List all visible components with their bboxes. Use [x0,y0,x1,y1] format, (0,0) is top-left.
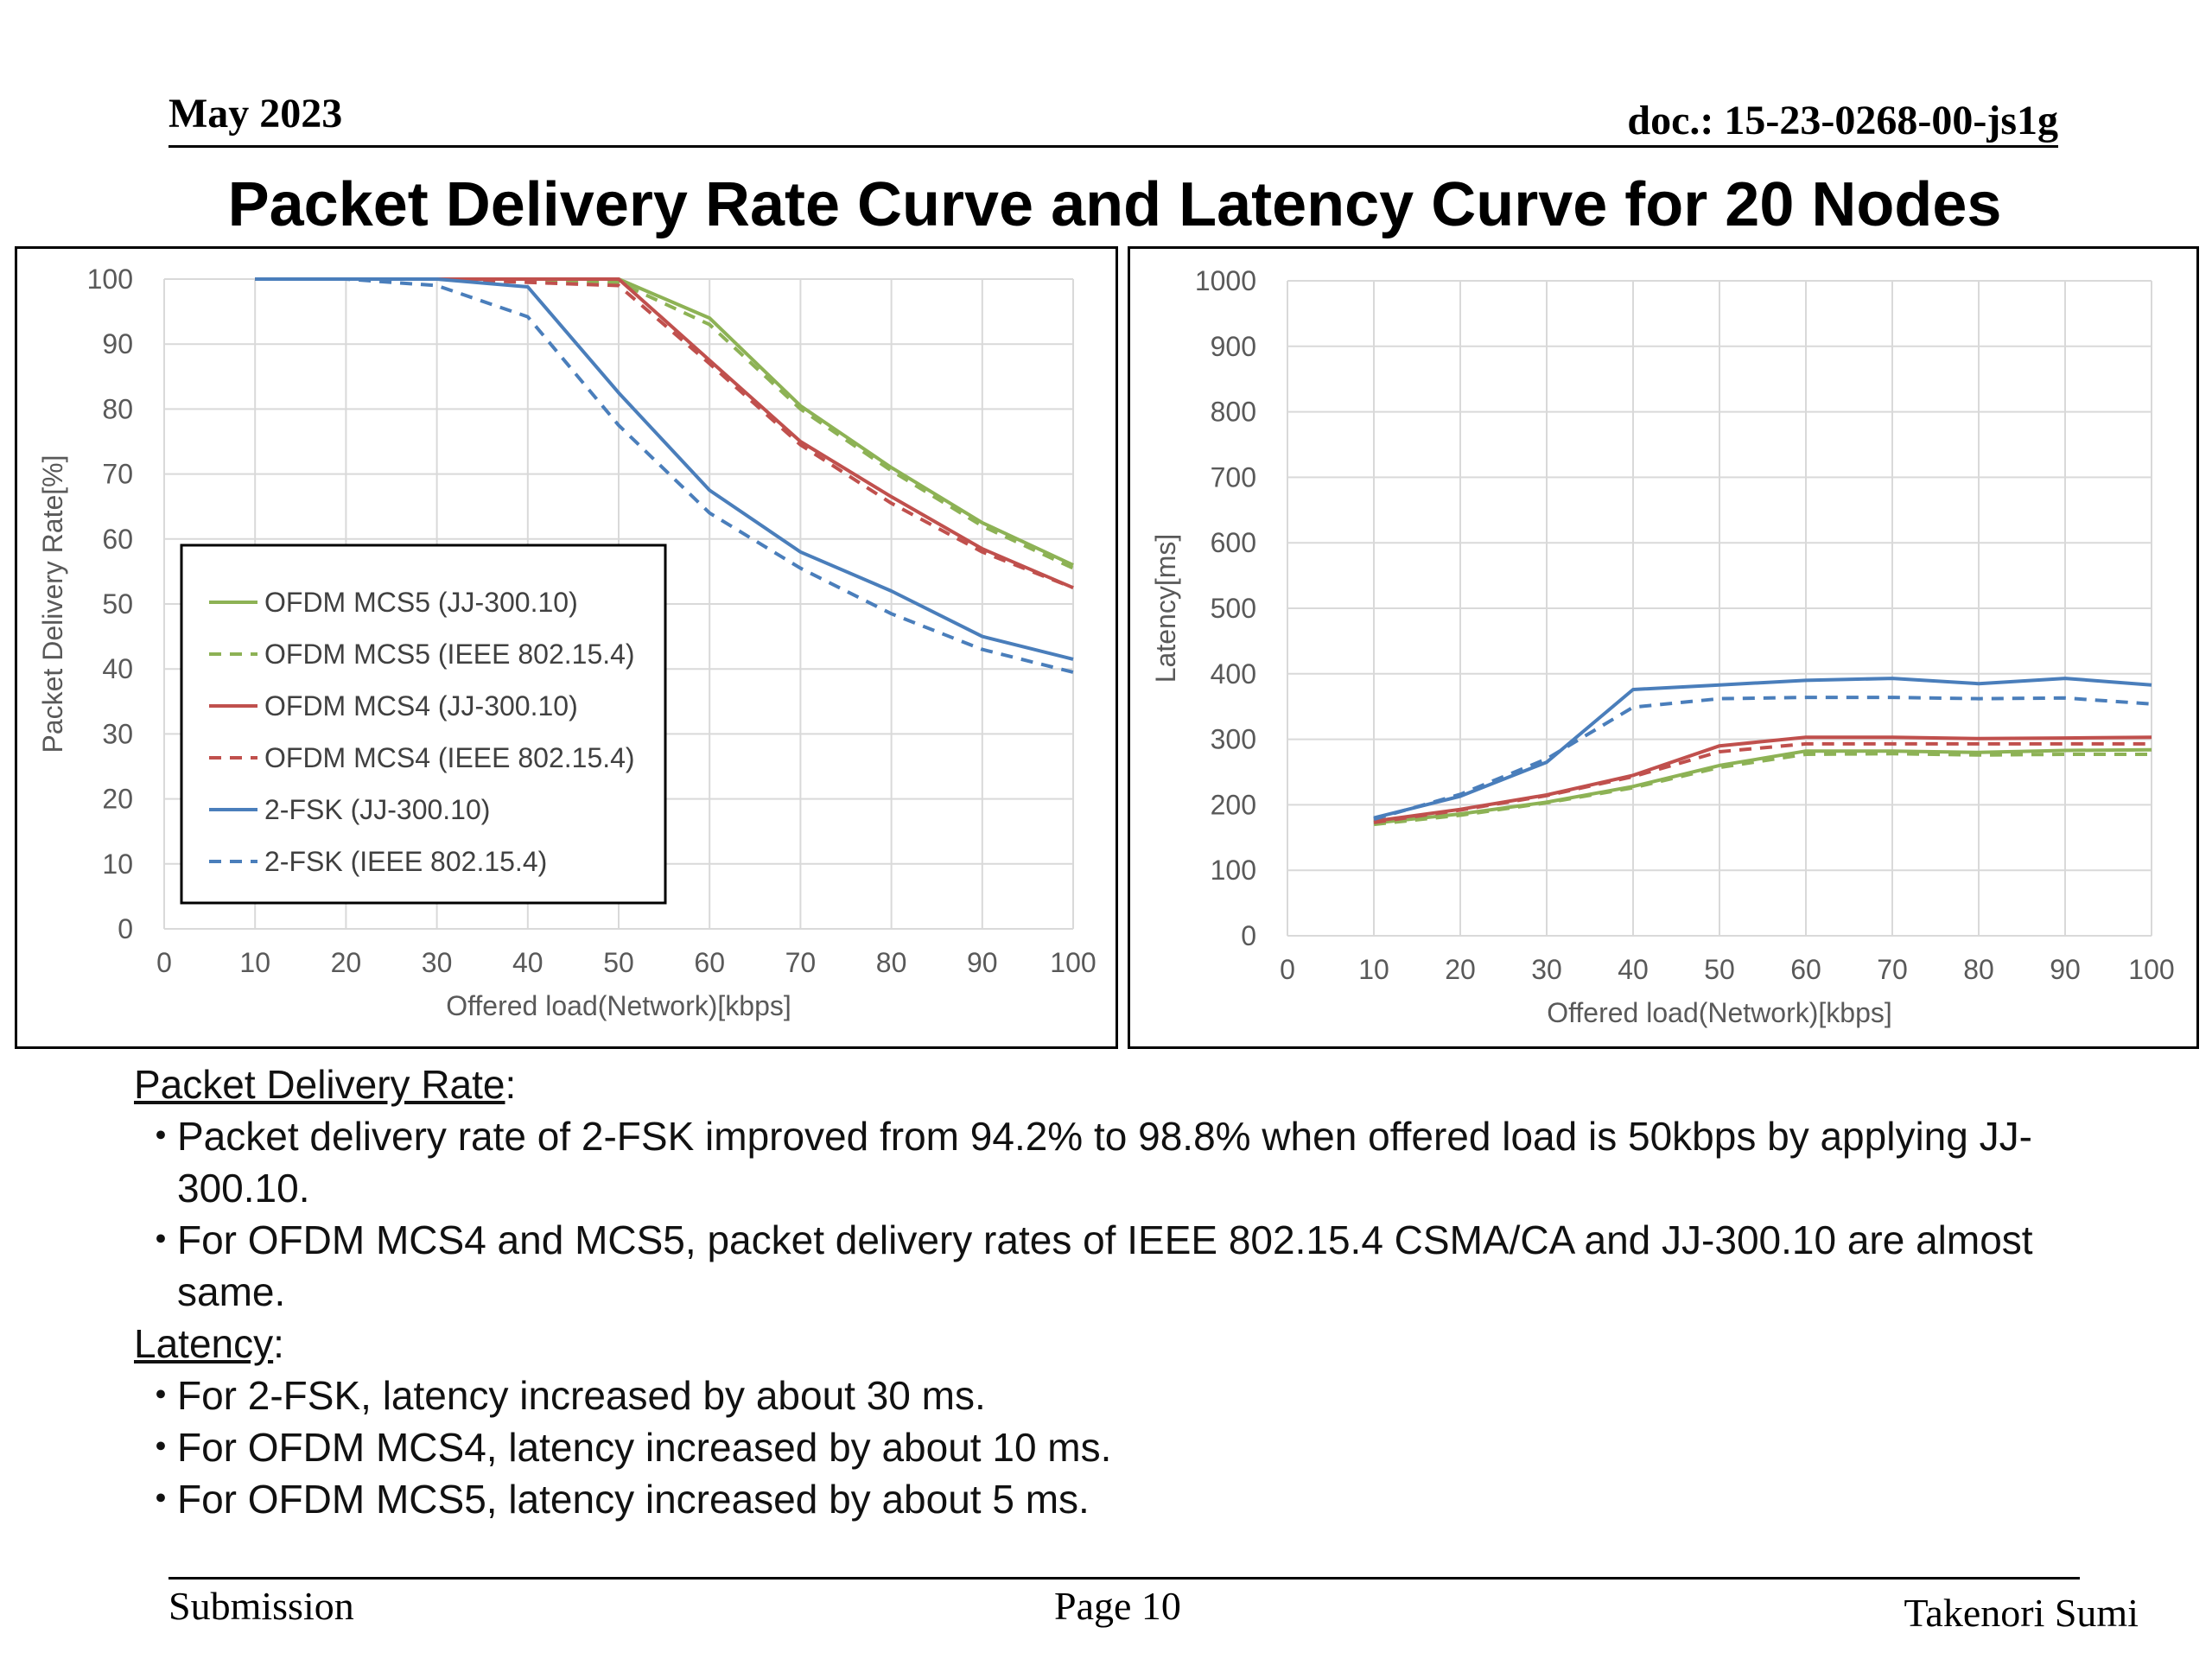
chart1-series-line-series-6 [1373,696,2152,822]
chart0-y-tick-label: 20 [102,784,133,815]
chart1-y-tick-label: 800 [1211,397,1256,428]
section-heading-colon: : [505,1062,517,1107]
chart1-x-tick-label: 40 [1618,954,1649,985]
chart1-y-tick-label: 400 [1211,658,1256,690]
bullet-dot-icon: ・ [141,1425,181,1470]
chart0-y-tick-label: 0 [118,913,133,944]
chart1-series-line-series-5 [1373,677,2152,820]
chart0-x-tick-label: 10 [239,947,270,978]
header-doc-id: doc.: 15-23-0268-00-js1g [1627,98,2058,143]
chart0-x-axis-label: Offered load(Network)[kbps] [446,990,791,1021]
chart1-x-tick-label: 20 [1445,954,1476,985]
bullet-text: For 2-FSK, latency increased by about 30… [177,1373,986,1418]
chart0-x-tick-label: 50 [603,947,634,978]
chart1-series-line-series-4 [1373,741,2152,824]
bullet-item: ・ For OFDM MCS5, latency increased by abo… [134,1473,2121,1525]
chart0-y-tick-label: 40 [102,653,133,684]
chart0-y-tick-label: 10 [102,849,133,880]
section-heading: Packet Delivery Rate: [134,1058,2121,1110]
bullet-dot-icon: ・ [141,1477,181,1522]
chart0-x-tick-label: 70 [785,947,817,978]
latency-plot: 0 10 20 30 40 50 60 70 80 90 100010020030040050060… [1150,265,2175,1028]
chart1-y-tick-label: 900 [1211,331,1256,362]
chart1-x-tick-label: 10 [1358,954,1389,985]
chart1-x-tick-label: 30 [1531,954,1562,985]
chart1-y-tick-label: 1000 [1195,265,1256,296]
chart0-y-axis-label: Packet Delivery Rate[%] [37,454,68,753]
chart0-x-tick-label: 60 [694,947,725,978]
chart1-x-tick-label: 80 [1963,954,1994,985]
bullet-text: For OFDM MCS4 and MCS5, packet delivery … [177,1217,2033,1314]
chart1-y-tick-label: 100 [1211,855,1256,886]
header-date: May 2023 [168,91,343,137]
chart1-y-tick-label: 500 [1211,593,1256,624]
chart1-y-tick-label: 300 [1211,724,1256,755]
chart0-x-tick-label: 20 [331,947,362,978]
chart1-x-tick-label: 70 [1877,954,1908,985]
chart0-x-tick-label: 80 [876,947,907,978]
footer-author: Takenori Sumi [1904,1591,2139,1635]
chart1-y-tick-label: 700 [1211,461,1256,493]
bullet-text: Packet delivery rate of 2-FSK improved f… [177,1114,2032,1211]
bullet-text: For OFDM MCS4, latency increased by abou… [177,1425,1112,1470]
chart0-y-tick-label: 100 [87,264,133,295]
chart0-legend-label: 2-FSK (IEEE 802.15.4) [264,846,547,877]
chart0-series-line-ofdm-mcs4-ieee-802-15-4 [255,277,1074,590]
bullet-dot-icon: ・ [141,1373,181,1418]
packet-delivery-rate-chart: 0 10 20 30 40 50 60 70 80 90 100 0 10 20 30 40 50 60 70 80 9… [15,246,1118,1049]
chart0-y-tick-label: 90 [102,328,133,359]
chart1-x-tick-label: 90 [2050,954,2081,985]
footer-rule [168,1577,2080,1580]
bullet-dot-icon: ・ [141,1114,181,1159]
slide-title: Packet Delivery Rate Curve and Latency C… [227,170,2002,239]
chart1-x-tick-label: 60 [1790,954,1821,985]
chart0-x-tick-label: 100 [1050,947,1096,978]
section-heading: Latency: [134,1318,2121,1370]
chart1-x-tick-label: 100 [2128,954,2174,985]
chart0-legend-label: OFDM MCS5 (IEEE 802.15.4) [264,639,635,670]
chart0-y-tick-label: 60 [102,524,133,555]
chart1-y-tick-label: 200 [1211,789,1256,820]
chart0-x-tick-label: 40 [512,947,543,978]
chart1-y-tick-label: 0 [1241,920,1256,951]
chart0-y-tick-label: 30 [102,718,133,749]
chart1-y-axis-label: Latency[ms] [1150,534,1181,683]
header-rule [168,145,2058,148]
slide-body: Packet Delivery Rate: ・ Packet delivery ra… [134,1058,2121,1525]
chart0-series-line-2-fsk-jj-300-10 [255,277,1074,661]
chart0-y-tick-label: 50 [102,588,133,620]
chart0-legend-label: OFDM MCS5 (JJ-300.10) [264,587,578,618]
chart0-legend-label: OFDM MCS4 (IEEE 802.15.4) [264,742,635,773]
chart0-legend-box [180,543,667,905]
chart0-legend-label: 2-FSK (JJ-300.10) [264,794,490,825]
bullet-text: For OFDM MCS5, latency increased by abou… [177,1477,1090,1522]
bullet-item: ・ Packet delivery rate of 2-FSK improved … [134,1110,2121,1214]
chart1-series-line-series-2 [1373,752,2152,827]
packet-delivery-rate-plot: 0 10 20 30 40 50 60 70 80 90 100 0 10 20 30 40 50 60 70 80 9… [37,264,1096,1021]
chart0-y-tick-label: 70 [102,459,133,490]
bullet-dot-icon: ・ [141,1217,181,1262]
chart1-x-tick-label: 0 [1280,954,1295,985]
latency-chart: 0 10 20 30 40 50 60 70 80 90 100 0 100 200 300 400 500 60… [1128,246,2199,1049]
footer-page-number: Page 10 [1054,1584,1181,1628]
section-heading-text: Latency [134,1321,274,1366]
footer-submission: Submission [168,1584,354,1628]
section-heading-text: Packet Delivery Rate [134,1062,505,1107]
bullet-item: ・ For OFDM MCS4, latency increased by abo… [134,1421,2121,1473]
chart0-legend-label: OFDM MCS4 (JJ-300.10) [264,690,578,721]
chart1-x-axis-label: Offered load(Network)[kbps] [1547,997,1892,1028]
section-heading-colon: : [273,1321,284,1366]
bullet-item: ・ For OFDM MCS4 and MCS5, packet delivery… [134,1214,2121,1318]
chart1-y-tick-label: 600 [1211,527,1256,558]
chart0-y-tick-label: 80 [102,393,133,424]
bullet-item: ・ For 2-FSK, latency increased by about 3… [134,1370,2121,1421]
chart0-x-tick-label: 0 [156,947,172,978]
chart0-x-tick-label: 90 [967,947,998,978]
chart1-x-tick-label: 50 [1704,954,1735,985]
chart0-x-tick-label: 30 [422,947,453,978]
chart0-series-line-2-fsk-ieee-802-15-4 [255,277,1074,674]
